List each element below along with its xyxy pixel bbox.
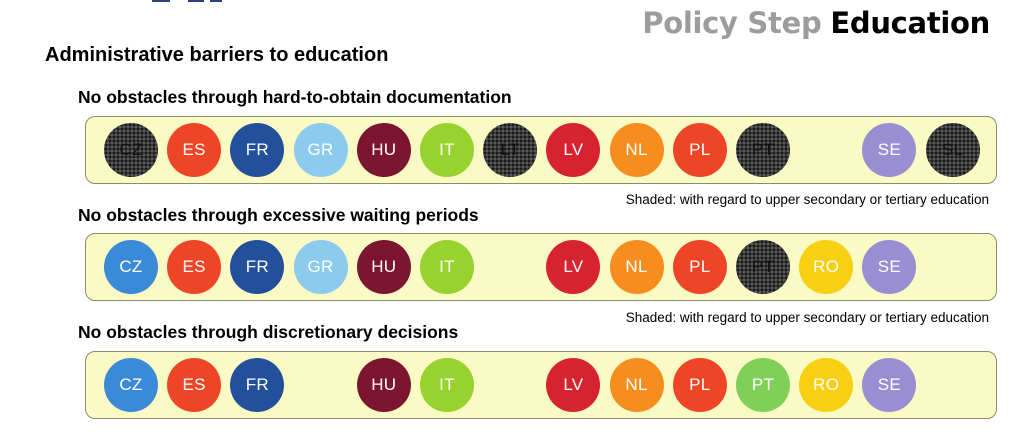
country-circle-fr: FR — [230, 358, 285, 412]
country-circle-pl: PL — [672, 123, 727, 177]
country-circle-pt: PT — [736, 123, 790, 177]
country-circle-hu: HU — [356, 240, 411, 294]
country-circle-hu: HU — [356, 123, 411, 177]
country-circle-fr: FR — [230, 123, 285, 177]
country-row-discretionary: CZ ES FR HU IT LV NL PL PT RO SE — [85, 351, 997, 419]
country-circle-lv: LV — [546, 123, 601, 177]
country-circle-hu: HU — [356, 358, 411, 412]
country-circle-fr: FR — [230, 240, 285, 294]
policy-step-name: Education — [830, 6, 990, 40]
main-heading: Administrative barriers to education — [45, 44, 389, 66]
country-circle-cz: CZ — [104, 240, 158, 294]
country-circle-gr: GR — [293, 123, 348, 177]
country-circle-ro: RO — [799, 240, 854, 294]
country-circle-lv: LV — [546, 240, 601, 294]
country-circle-es: ES — [167, 240, 222, 294]
country-row-waiting: CZ ES FR GR HU IT LV NL PL PT RO SE — [85, 233, 997, 301]
country-circle-sl: SL — [925, 123, 980, 177]
country-circle-pl: PL — [672, 240, 727, 294]
section-title-waiting: No obstacles through excessive waiting p… — [78, 205, 479, 225]
country-circle-it: IT — [420, 358, 474, 412]
logo-fragment — [152, 0, 234, 2]
section-title-discretionary: No obstacles through discretionary decis… — [78, 322, 459, 342]
country-circle-pt: PT — [736, 358, 790, 412]
country-circle-nl: NL — [609, 358, 664, 412]
country-circle-se: SE — [862, 123, 917, 177]
section-title-documentation: No obstacles through hard-to-obtain docu… — [78, 87, 512, 107]
country-circle-se: SE — [862, 358, 917, 412]
country-circle-cz: CZ — [104, 123, 158, 177]
country-circle-ro: RO — [799, 358, 854, 412]
country-circle-pl: PL — [672, 358, 727, 412]
shading-note-documentation: Shaded: with regard to upper secondary o… — [625, 192, 989, 207]
country-circle-se: SE — [862, 240, 917, 294]
country-circle-es: ES — [167, 123, 222, 177]
shading-note-waiting: Shaded: with regard to upper secondary o… — [625, 310, 989, 325]
country-circle-es: ES — [167, 358, 222, 412]
country-circle-gr: GR — [293, 240, 348, 294]
country-row-documentation: CZ ES FR GR HU IT LT LV NL PL PT SE SL — [85, 116, 997, 184]
country-circle-cz: CZ — [104, 358, 158, 412]
policy-step-title: Policy Step Education — [642, 6, 990, 40]
country-circle-nl: NL — [609, 240, 664, 294]
country-circle-lv: LV — [546, 358, 601, 412]
country-circle-lt: LT — [483, 123, 538, 177]
country-circle-nl: NL — [609, 123, 664, 177]
country-circle-pt: PT — [736, 240, 790, 294]
country-circle-it: IT — [420, 240, 474, 294]
country-circle-it: IT — [420, 123, 474, 177]
policy-step-prefix: Policy Step — [642, 6, 822, 40]
